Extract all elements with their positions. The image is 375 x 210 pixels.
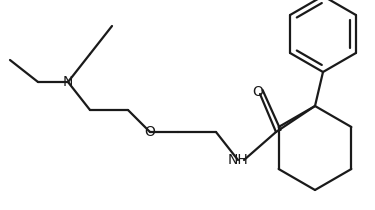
Text: O: O (253, 85, 263, 99)
Text: O: O (145, 125, 155, 139)
Text: N: N (63, 75, 73, 89)
Text: NH: NH (228, 153, 248, 167)
